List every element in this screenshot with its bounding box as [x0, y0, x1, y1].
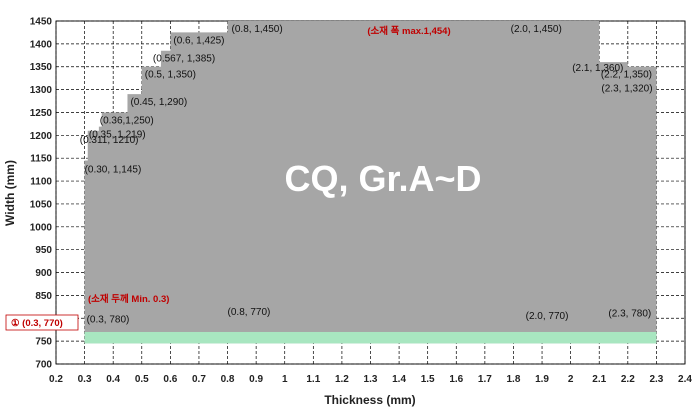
- x-axis-title: Thickness (mm): [324, 393, 415, 407]
- x-tick-label: 2.4: [678, 374, 692, 385]
- point-label: (0.35, 1,219): [89, 130, 146, 141]
- min-thickness-note: (소재 두께 Min. 0.3): [88, 293, 169, 305]
- point-labels: (0.30, 1,145) (0.311, 1210)(0.35, 1,219) (…: [80, 24, 653, 325]
- y-tick-label: 1050: [30, 199, 53, 210]
- minimum-width-band: [84, 331, 657, 344]
- x-tick-label: 0.3: [78, 374, 92, 385]
- x-tick-label: 0.7: [192, 374, 206, 385]
- point-label: (2.3, 1,320): [601, 83, 652, 94]
- point-label: (0.45, 1,290): [130, 97, 187, 108]
- point-label: (0.311, 1210): [80, 135, 139, 146]
- x-tick-label: 1.5: [421, 374, 435, 385]
- x-tick-label: 1.1: [306, 374, 320, 385]
- max-width-note: (소재 폭 max.1,454): [367, 25, 450, 37]
- y-tick-label: 850: [35, 291, 52, 302]
- point-label: (2.1, 1,360): [572, 63, 623, 74]
- x-tick-label: 1.8: [507, 374, 521, 385]
- point-label: (0.8, 770): [228, 307, 271, 318]
- point-label: (2.2, 1,350): [601, 70, 652, 81]
- point-label: (2.0, 770): [526, 311, 569, 322]
- y-axis-title: Width (mm): [3, 160, 17, 226]
- y-tick-label: 1150: [30, 154, 52, 165]
- point-label: (0.5, 1,350): [145, 70, 196, 81]
- x-tick-label: 1.3: [364, 374, 378, 385]
- y-tick-label: 1350: [30, 62, 53, 73]
- point-label: (0.8, 1,450): [232, 24, 283, 35]
- available-range-area: [84, 21, 657, 344]
- y-tick-label: 1450: [30, 17, 53, 28]
- y-tick-label: 700: [35, 360, 52, 371]
- x-tick-label: 0.4: [106, 374, 120, 385]
- x-tick-label: 0.6: [163, 374, 177, 385]
- x-tick-label: 1.9: [535, 374, 549, 385]
- point-label: (0.6, 1,425): [173, 35, 224, 46]
- x-tick-label: 2.2: [621, 374, 635, 385]
- point-label: (2.0, 1,450): [511, 24, 562, 35]
- y-tick-label: 1400: [30, 39, 53, 50]
- point-label: (0.36,1,250): [100, 115, 154, 126]
- x-tick-label: 0.2: [49, 374, 63, 385]
- y-tick-label: 1250: [30, 108, 53, 119]
- x-tick-label: 1.7: [478, 374, 492, 385]
- x-tick-label: 2.3: [649, 374, 663, 385]
- y-tick-label: 1100: [30, 177, 52, 188]
- x-tick-label: 0.5: [135, 374, 149, 385]
- x-tick-label: 1.2: [335, 374, 349, 385]
- side-note: ① (0.3, 770): [11, 318, 63, 329]
- point-label: (0.3, 780): [87, 314, 130, 325]
- x-tick-label: 0.9: [249, 374, 263, 385]
- x-tick-label: 0.8: [221, 374, 235, 385]
- y-tick-label: 900: [35, 268, 52, 279]
- x-tick-label: 2: [568, 374, 574, 385]
- y-tick-label: 1300: [30, 85, 53, 96]
- y-tick-label: 1200: [30, 131, 53, 142]
- center-label: CQ, Gr.A~D: [284, 158, 481, 199]
- point-label: (0.567, 1,385): [153, 54, 215, 65]
- y-tick-label: 950: [35, 245, 52, 256]
- x-tick-label: 1.6: [449, 374, 463, 385]
- y-tick-label: 750: [35, 337, 52, 348]
- y-tick-label: 1000: [30, 222, 53, 233]
- x-tick-label: 1.4: [392, 374, 406, 385]
- point-label: (0.30, 1,145): [85, 164, 142, 175]
- tick-labels: 0.2 0.3 0.4 0.5 0.6 0.7 0.8 0.9 1 1.1 1.2 1.3 1.4 1.5…: [30, 17, 693, 386]
- point-label: (2.3, 780): [608, 308, 651, 319]
- side-note-box: [5, 314, 79, 331]
- x-tick-label: 2.1: [592, 374, 606, 385]
- x-tick-label: 1: [282, 374, 288, 385]
